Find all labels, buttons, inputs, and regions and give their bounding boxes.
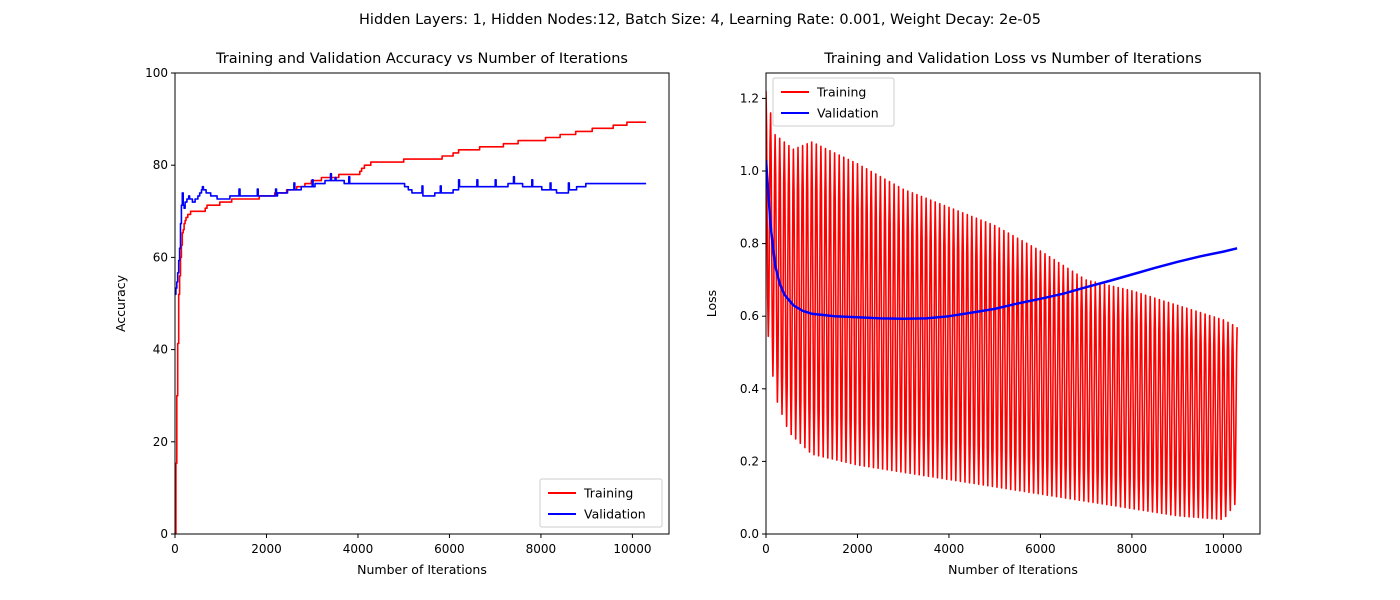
y-tick-label: 100	[145, 66, 168, 80]
loss-y-axis-label: Loss	[704, 290, 719, 317]
series-lines	[175, 121, 647, 534]
y-tick-label: 1.0	[740, 164, 759, 178]
accuracy-series-training-line	[175, 121, 647, 534]
accuracy-legend-training-label: Training	[583, 486, 633, 501]
y-tick-label: 0.8	[740, 237, 759, 251]
y-tick-label: 0.6	[740, 309, 759, 323]
y-tick-label: 1.2	[740, 91, 759, 105]
x-tick-label: 2000	[842, 542, 873, 556]
x-tick-label: 6000	[434, 542, 465, 556]
accuracy-legend: Training Validation	[539, 478, 663, 528]
accuracy-series-validation-line	[175, 172, 647, 296]
plot-frame	[174, 72, 670, 535]
loss-legend: Training Validation	[772, 77, 895, 127]
y-tick-label: 0.4	[740, 382, 759, 396]
loss-chart-title: Training and Validation Loss vs Number o…	[823, 51, 1202, 67]
x-tick-label: 4000	[934, 542, 965, 556]
loss-x-axis-label: Number of Iterations	[948, 562, 1078, 577]
y-tick-label: 0.0	[740, 527, 759, 541]
plot-frame	[765, 72, 1261, 535]
figure-suptitle: Hidden Layers: 1, Hidden Nodes:12, Batch…	[359, 12, 1041, 28]
x-tick-label: 2000	[251, 542, 282, 556]
accuracy-x-axis-label: Number of Iterations	[357, 562, 487, 577]
accuracy-chart-title: Training and Validation Accuracy vs Numb…	[215, 51, 628, 67]
y-tick-label: 20	[153, 435, 168, 449]
x-tick-label: 8000	[1117, 542, 1148, 556]
y-tick-label: 60	[153, 250, 168, 264]
accuracy-plot-area	[174, 72, 670, 535]
y-tick-label: 0.2	[740, 454, 759, 468]
loss-chart: Training and Validation Loss vs Number o…	[704, 51, 1261, 577]
accuracy-chart: Training and Validation Accuracy vs Numb…	[113, 51, 670, 577]
y-tick-label: 40	[153, 343, 168, 357]
accuracy-legend-validation-label: Validation	[584, 507, 646, 522]
loss-legend-training-label: Training	[816, 85, 866, 100]
loss-series-validation-line	[766, 160, 1238, 320]
x-tick-label: 6000	[1025, 542, 1056, 556]
x-tick-label: 10000	[613, 542, 651, 556]
loss-legend-validation-label: Validation	[817, 106, 879, 121]
accuracy-axis-ticks: 0 2000 4000 6000 8000 10000 0 20 40 60 80 100	[145, 66, 651, 556]
x-tick-label: 0	[171, 542, 179, 556]
x-tick-label: 0	[762, 542, 770, 556]
y-tick-label: 80	[153, 158, 168, 172]
y-tick-label: 0	[160, 527, 168, 541]
series-lines	[766, 91, 1238, 521]
x-tick-label: 10000	[1204, 542, 1242, 556]
accuracy-y-axis-label: Accuracy	[113, 274, 128, 332]
x-tick-label: 8000	[526, 542, 557, 556]
loss-plot-area	[765, 72, 1261, 535]
loss-series-training-line	[766, 91, 1238, 521]
loss-axis-ticks: 0 2000 4000 6000 8000 10000 0.0 0.2 0.4 0.6 0.8 1.0…	[740, 91, 1243, 556]
x-tick-label: 4000	[343, 542, 374, 556]
